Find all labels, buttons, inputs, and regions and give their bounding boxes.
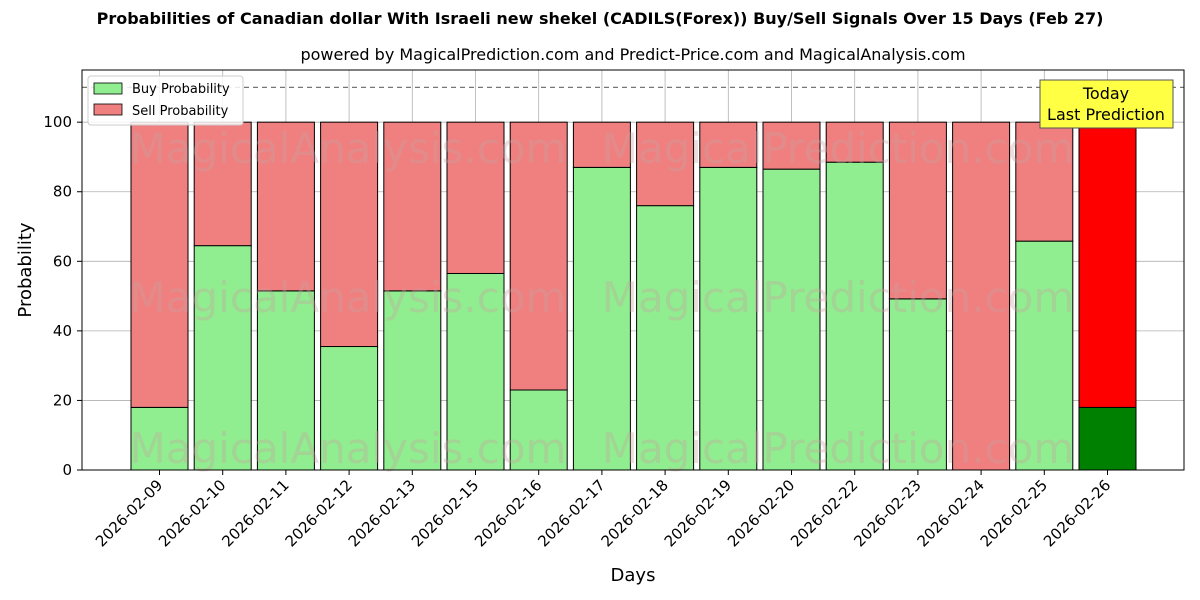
buy-bar (509, 389, 568, 471)
annotation-line-1: Today (1082, 84, 1129, 103)
chart-title: Probabilities of Canadian dollar With Is… (96, 9, 1104, 28)
x-tick-label: 2026-02-19 (661, 476, 735, 550)
sell-bar (383, 121, 442, 292)
legend-swatch-buy (93, 82, 123, 95)
buy-bar (383, 290, 442, 471)
sell-bar (952, 121, 1011, 471)
x-tick-label: 2026-02-25 (977, 476, 1051, 550)
watermark-text: MagicalAnalysis.com (130, 273, 567, 322)
today-annotation: Today Last Prediction (1039, 79, 1174, 129)
y-tick-label: 20 (53, 391, 72, 409)
annotation-box (1039, 79, 1174, 129)
buy-bar (636, 205, 695, 471)
x-axis-label: Days (611, 565, 656, 586)
chart-subtitle: powered by MagicalPrediction.com and Pre… (300, 45, 966, 64)
y-tick-label: 100 (43, 113, 72, 131)
x-tick-label: 2026-02-26 (1040, 476, 1114, 550)
y-tick-label: 0 (62, 461, 72, 479)
bar-layer (130, 121, 1137, 471)
y-axis-label: Probability (15, 222, 36, 317)
x-tick-label: 2026-02-09 (92, 476, 166, 550)
buy-bar (1078, 406, 1137, 471)
x-tick-label: 2026-02-13 (345, 476, 419, 550)
sell-bar (193, 121, 252, 247)
watermark-text: MagicalAnalysis.com (130, 424, 567, 473)
sell-bar (1078, 121, 1137, 408)
buy-bar (888, 298, 947, 471)
x-tick-label: 2026-02-15 (408, 476, 482, 550)
sell-bar (888, 121, 947, 300)
sell-bar (509, 121, 568, 391)
watermark-text: MagicalPrediction.com (602, 424, 1075, 473)
watermark-text: MagicalAnalysis.com (130, 124, 567, 173)
x-tick-label: 2026-02-22 (787, 476, 861, 550)
x-tick-label: 2026-02-23 (850, 476, 924, 550)
buy-bar (762, 168, 821, 471)
sell-bar (256, 121, 315, 292)
y-tick-label: 40 (53, 322, 72, 340)
buy-bar (256, 290, 315, 471)
y-tick-label: 80 (53, 183, 72, 201)
x-tick-label: 2026-02-16 (471, 476, 545, 550)
legend-swatch-sell (93, 103, 123, 116)
x-tick-label: 2026-02-20 (724, 476, 798, 550)
annotation-line-2: Last Prediction (1047, 105, 1165, 124)
watermark-text: MagicalPrediction.com (602, 273, 1075, 322)
x-tick-label: 2026-02-11 (218, 476, 292, 550)
sell-bar (572, 121, 631, 168)
sell-bar (1015, 121, 1074, 242)
sell-bar (762, 121, 821, 170)
x-tick-label: 2026-02-24 (914, 476, 988, 550)
x-tick-label: 2026-02-12 (282, 476, 356, 550)
x-tick-label: 2026-02-17 (534, 476, 608, 550)
plot-frame (81, 69, 1185, 471)
x-tick-label: 2026-02-10 (155, 476, 229, 550)
x-tick-label: 2026-02-18 (598, 476, 672, 550)
watermark-text: MagicalPrediction.com (602, 124, 1075, 173)
legend-box (87, 75, 244, 126)
buy-bar (825, 161, 884, 471)
buy-bar (446, 272, 505, 471)
legend-label-sell: Sell Probability (132, 104, 229, 119)
buy-bar (572, 166, 631, 471)
legend-label-buy: Buy Probability (132, 82, 230, 97)
sell-bar (825, 121, 884, 163)
sell-bar (446, 121, 505, 274)
watermark-layer: MagicalAnalysis.com MagicalPrediction.com… (130, 124, 1075, 473)
sell-bar (699, 121, 758, 168)
sell-bar (130, 121, 189, 408)
sell-bar (320, 121, 379, 348)
buy-bar (699, 166, 758, 471)
legend: Buy Probability Sell Probability (87, 75, 244, 126)
y-tick-label: 60 (53, 252, 72, 270)
sell-bar (636, 121, 695, 207)
